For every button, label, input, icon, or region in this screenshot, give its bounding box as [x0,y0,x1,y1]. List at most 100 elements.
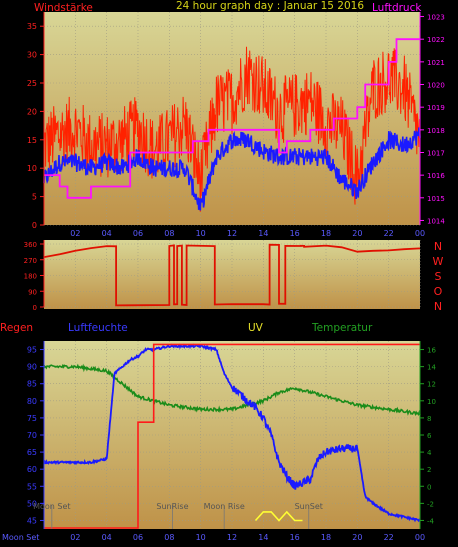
humidity-tick-label: 45 [27,516,37,525]
humidity-tick-label: 95 [27,346,37,355]
humidity-line [43,343,421,523]
temperature-line [43,363,421,417]
hour-tick-label: 08 [164,533,174,542]
pressure-tick-label: 1022 [427,36,445,44]
temperature-tick-label: 6 [427,432,432,440]
direction-tick-label: 0 [33,304,37,312]
wind-tick-label: 15 [27,136,37,145]
hour-tick-label: 22 [384,533,394,542]
event-label: Moon Set [33,502,70,511]
hour-tick-label: 18 [321,229,331,238]
rain-axis-title: Regen [0,322,33,334]
climate-marks [43,343,421,529]
pressure-axis-title: Luftdruck [372,2,422,14]
humidity-tick-label: 90 [27,363,37,372]
pressure-tick-label: 1021 [427,59,445,67]
temperature-tick-label: -2 [427,500,434,508]
wind-average-line [43,127,421,211]
wind-direction-line [43,243,421,307]
direction-tick-label: 270 [24,257,37,265]
temperature-tick-label: 2 [427,466,431,474]
wind-direction-plot-area [44,240,420,309]
hour-tick-label: 16 [290,533,300,542]
wind-tick-label: 30 [27,51,37,60]
humidity-axis-title: Luftfeuchte [68,322,128,334]
event-label: SunRise [156,502,188,511]
hour-tick-label: 02 [70,533,80,542]
hour-tick-label: 10 [196,533,206,542]
wind-tick-label: 5 [32,193,37,202]
humidity-tick-label: 85 [27,380,37,389]
climate-axes: 4550556065707580859095-4-202468101214160… [2,341,436,542]
hour-tick-label: 08 [164,229,174,238]
hour-tick-label: 06 [133,229,143,238]
temperature-tick-label: 0 [427,483,431,491]
hour-tick-label: 04 [102,533,112,542]
uv-axis-title: UV [248,322,264,334]
pressure-tick-label: 1019 [427,104,445,112]
direction-tick-label: 90 [28,288,37,296]
humidity-tick-label: 60 [27,465,37,474]
direction-tick-label: 360 [24,241,37,249]
temperature-tick-label: -4 [427,517,435,525]
hour-tick-label: 06 [133,533,143,542]
hour-tick-label: 20 [352,229,362,238]
pressure-tick-label: 1016 [427,172,445,180]
event-label: Moon Rise [204,502,245,511]
pressure-tick-label: 1017 [427,149,445,157]
temperature-tick-label: 16 [427,347,436,355]
humidity-tick-label: 80 [27,397,37,406]
temperature-tick-label: 14 [427,364,436,372]
event-label: SunSet [295,502,323,511]
rain-line [44,343,420,529]
temperature-tick-label: 12 [427,381,436,389]
temperature-tick-label: 8 [427,415,431,423]
pressure-tick-label: 1023 [427,14,445,22]
hour-tick-label: 00 [415,229,425,238]
wind-axis-title: Windstärke [34,2,93,14]
wind-tick-label: 20 [27,107,37,116]
uv-line [254,510,303,522]
temperature-tick-label: 10 [427,398,436,406]
compass-label: W [433,255,444,268]
pressure-line [44,38,420,199]
chart-title: 24 hour graph day : Januar 15 2016 [176,0,364,12]
hour-tick-label: 18 [321,533,331,542]
compass-label: N [434,240,442,253]
compass-label: S [435,270,442,283]
wind-tick-label: 10 [27,164,37,173]
temperature-tick-label: 4 [427,449,432,457]
wind-direction-marks [43,243,421,307]
humidity-tick-label: 70 [27,431,37,440]
compass-label: O [434,285,443,298]
pressure-tick-label: 1020 [427,82,445,90]
hour-tick-label: 12 [227,229,237,238]
pressure-tick-label: 1014 [427,217,445,225]
wind-pressure-axes: 0510152025303510141015101610171018101910… [27,12,445,238]
hour-tick-label: 16 [290,229,300,238]
humidity-tick-label: 50 [27,499,37,508]
hour-tick-label: 10 [196,229,206,238]
humidity-tick-label: 75 [27,414,37,423]
hour-tick-label: 22 [384,229,394,238]
hour-tick-label: 14 [258,533,268,542]
wind-gust-line [43,46,421,212]
hour-tick-label: 12 [227,533,237,542]
hour-tick-label: 14 [258,229,268,238]
hour-tick-label: 20 [352,533,362,542]
wind-tick-label: 35 [27,22,37,31]
wind-pressure-marks [43,38,421,212]
pressure-tick-label: 1018 [427,127,445,135]
hour-tick-label: 04 [102,229,112,238]
wind-tick-label: 25 [27,79,37,88]
humidity-tick-label: 55 [27,482,37,491]
moon-set-axis-label: Moon Set [2,533,39,542]
pressure-tick-label: 1015 [427,195,445,203]
humidity-tick-label: 65 [27,448,37,457]
hour-tick-label: 02 [70,229,80,238]
compass-label: N [434,300,442,313]
wind-tick-label: 0 [32,221,37,230]
